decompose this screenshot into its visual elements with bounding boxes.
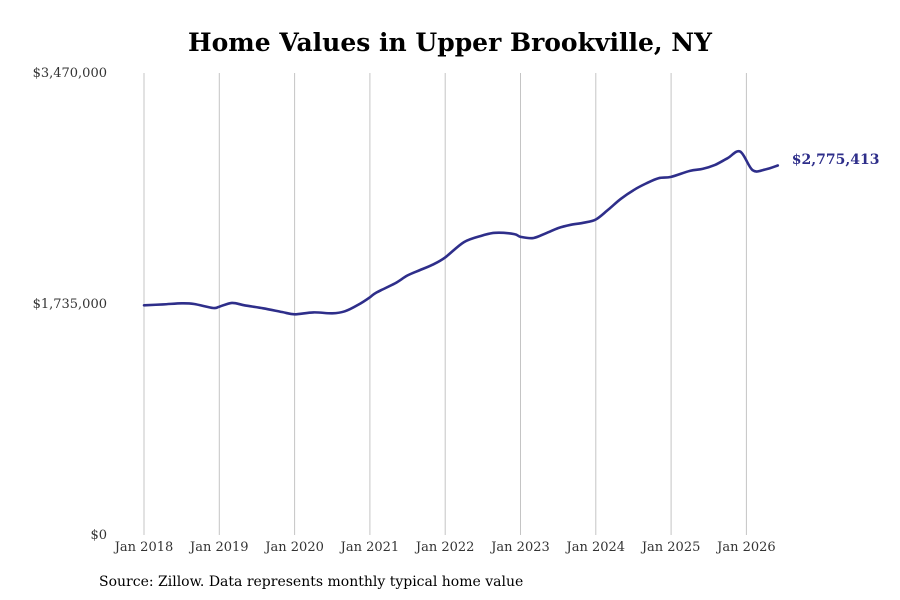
x-tick-label: Jan 2022 (414, 540, 475, 555)
x-tick-label: Jan 2024 (565, 540, 626, 555)
x-tick-label: Jan 2026 (715, 540, 776, 555)
x-tick-label: Jan 2018 (113, 540, 174, 555)
x-tick-label: Jan 2019 (188, 540, 249, 555)
x-tick-label: Jan 2025 (640, 540, 701, 555)
y-tick-label: $1,735,000 (33, 297, 107, 312)
chart-title: Home Values in Upper Brookville, NY (188, 28, 712, 57)
x-tick-label: Jan 2021 (339, 540, 400, 555)
end-value-label: $2,775,413 (792, 152, 880, 168)
x-tick-label: Jan 2023 (489, 540, 550, 555)
source-note: Source: Zillow. Data represents monthly … (99, 574, 524, 590)
series-line (142, 149, 780, 316)
y-tick-label: $0 (90, 528, 107, 543)
x-tick-label: Jan 2020 (263, 540, 324, 555)
y-tick-label: $3,470,000 (33, 66, 107, 81)
